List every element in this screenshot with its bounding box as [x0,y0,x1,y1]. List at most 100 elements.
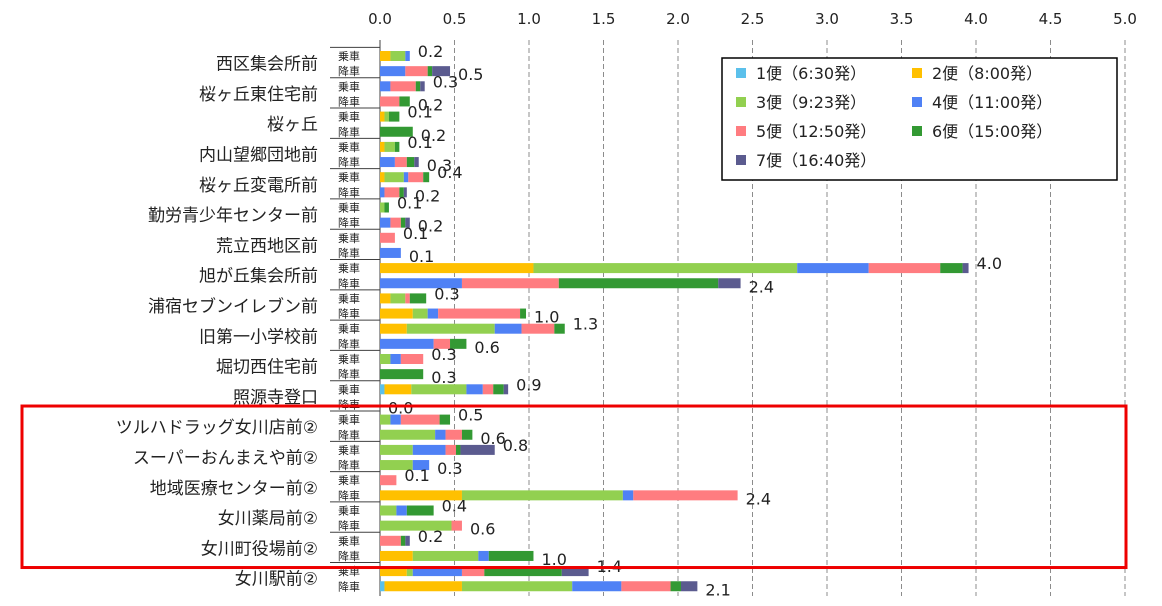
total-label: 0.9 [516,375,541,394]
boarding-label: 乗車 [338,201,360,215]
total-label: 0.6 [470,520,495,539]
x-tick-label: 1.0 [517,10,541,28]
bar-segment [461,581,573,592]
stop-label: 浦宿セブンイレブン前 [148,296,318,317]
total-label: 0.0 [388,398,413,417]
bar-segment [380,293,391,304]
bar-segment [380,126,413,137]
bar-segment [940,263,963,274]
boarding-label: 乗車 [338,473,360,487]
bar-segment [420,81,425,92]
total-label: 0.3 [433,72,458,91]
boarding-label: 乗車 [338,170,360,184]
stop-label: 女川町役場前② [201,539,318,559]
boarding-label: 乗車 [338,504,360,518]
total-label: 0.4 [437,163,462,182]
boarding-label: 乗車 [338,443,360,457]
legend-item-label: 1便（6:30発） [756,64,866,83]
bar-segment [461,490,623,501]
stop-label: 照源寺登口 [233,388,318,408]
x-tick-label: 2.0 [666,10,690,28]
bar-segment [435,429,446,440]
legend: 1便（6:30発） 2便（8:00発） 3便（9:23発） 4便（11:00発） 5便（… [721,57,1118,181]
legend-swatch [736,97,746,107]
alighting-label: 降車 [338,94,360,108]
bar-segment [412,550,479,561]
bar-segment [384,384,412,395]
x-tick-label: 5.0 [1113,10,1137,28]
bar-segment [412,460,430,471]
bar-segment [380,263,534,274]
stop-label: 西区集会所前 [216,55,318,75]
boarding-label: 乗車 [338,261,360,275]
bar-segment [493,384,504,395]
legend-item-label: 3便（9:23発） [756,93,866,112]
total-label: 0.1 [407,103,432,122]
stop-label: 堀切西住宅前 [216,358,318,378]
bar-segment [380,187,385,198]
alighting-label: 降車 [338,549,360,563]
bar-segment [380,429,436,440]
alighting-label: 降車 [338,519,360,533]
bar-segment [445,444,456,455]
bar-segment [412,566,462,577]
bar-segment [680,581,698,592]
alighting-label: 降車 [338,125,360,139]
total-label: 2.4 [749,277,774,296]
total-label: 0.2 [418,217,443,236]
bar-segment [439,414,451,425]
legend-swatch [912,126,922,136]
bar-segment [427,308,439,319]
bar-segment [384,141,395,152]
bar-segment [408,172,424,183]
alighting-label: 降車 [338,307,360,321]
bar-segment [478,550,489,561]
highlight-layer [20,404,1128,570]
bar-segment [380,566,407,577]
x-tick-label: 0.5 [443,10,467,28]
bar-segment [380,247,401,258]
bar-segment [380,172,385,183]
bar-segment [380,369,424,380]
bar-segment [394,157,407,168]
bar-segment [388,111,400,122]
bar-segment [396,505,407,516]
stop-label: 地域医療センター前② [150,479,318,499]
alighting-label: 降車 [338,397,360,411]
bar-segment [868,263,941,274]
bar-segment [390,81,416,92]
boarding-label: 乗車 [338,534,360,548]
stop-label: 旭が丘集会所前 [199,267,318,287]
bar-segment [380,111,385,122]
total-label: 0.1 [397,194,422,213]
boarding-label: 乗車 [338,322,360,336]
legend-item-label: 4便（11:00発） [932,93,1052,112]
bar-segment [438,308,521,319]
alighting-label: 降車 [338,155,360,169]
alighting-label: 降車 [338,428,360,442]
bar-segment [406,566,413,577]
bar-segment [380,414,391,425]
bar-segment [558,278,719,289]
legend-swatch [736,155,746,165]
bar-segment [520,308,527,319]
bar-segment [380,354,391,364]
bar-segment [380,96,400,107]
bar-segment [488,550,534,561]
total-label: 0.1 [404,466,429,485]
bar-segment [403,187,407,198]
stop-label: スーパーおんまえや前② [133,448,318,468]
bar-segment [533,263,798,274]
bar-segment [445,429,462,440]
bar-segment [411,384,467,395]
bar-segment [503,384,509,395]
total-label: 1.0 [534,308,559,327]
stop-label: 女川薬局前② [218,509,318,529]
bar-segment [390,414,401,425]
bar-segment [670,581,681,592]
bar-segment [633,490,738,501]
bar-segment [405,66,428,77]
total-label: 0.3 [437,459,462,478]
bar-segment [403,172,409,183]
